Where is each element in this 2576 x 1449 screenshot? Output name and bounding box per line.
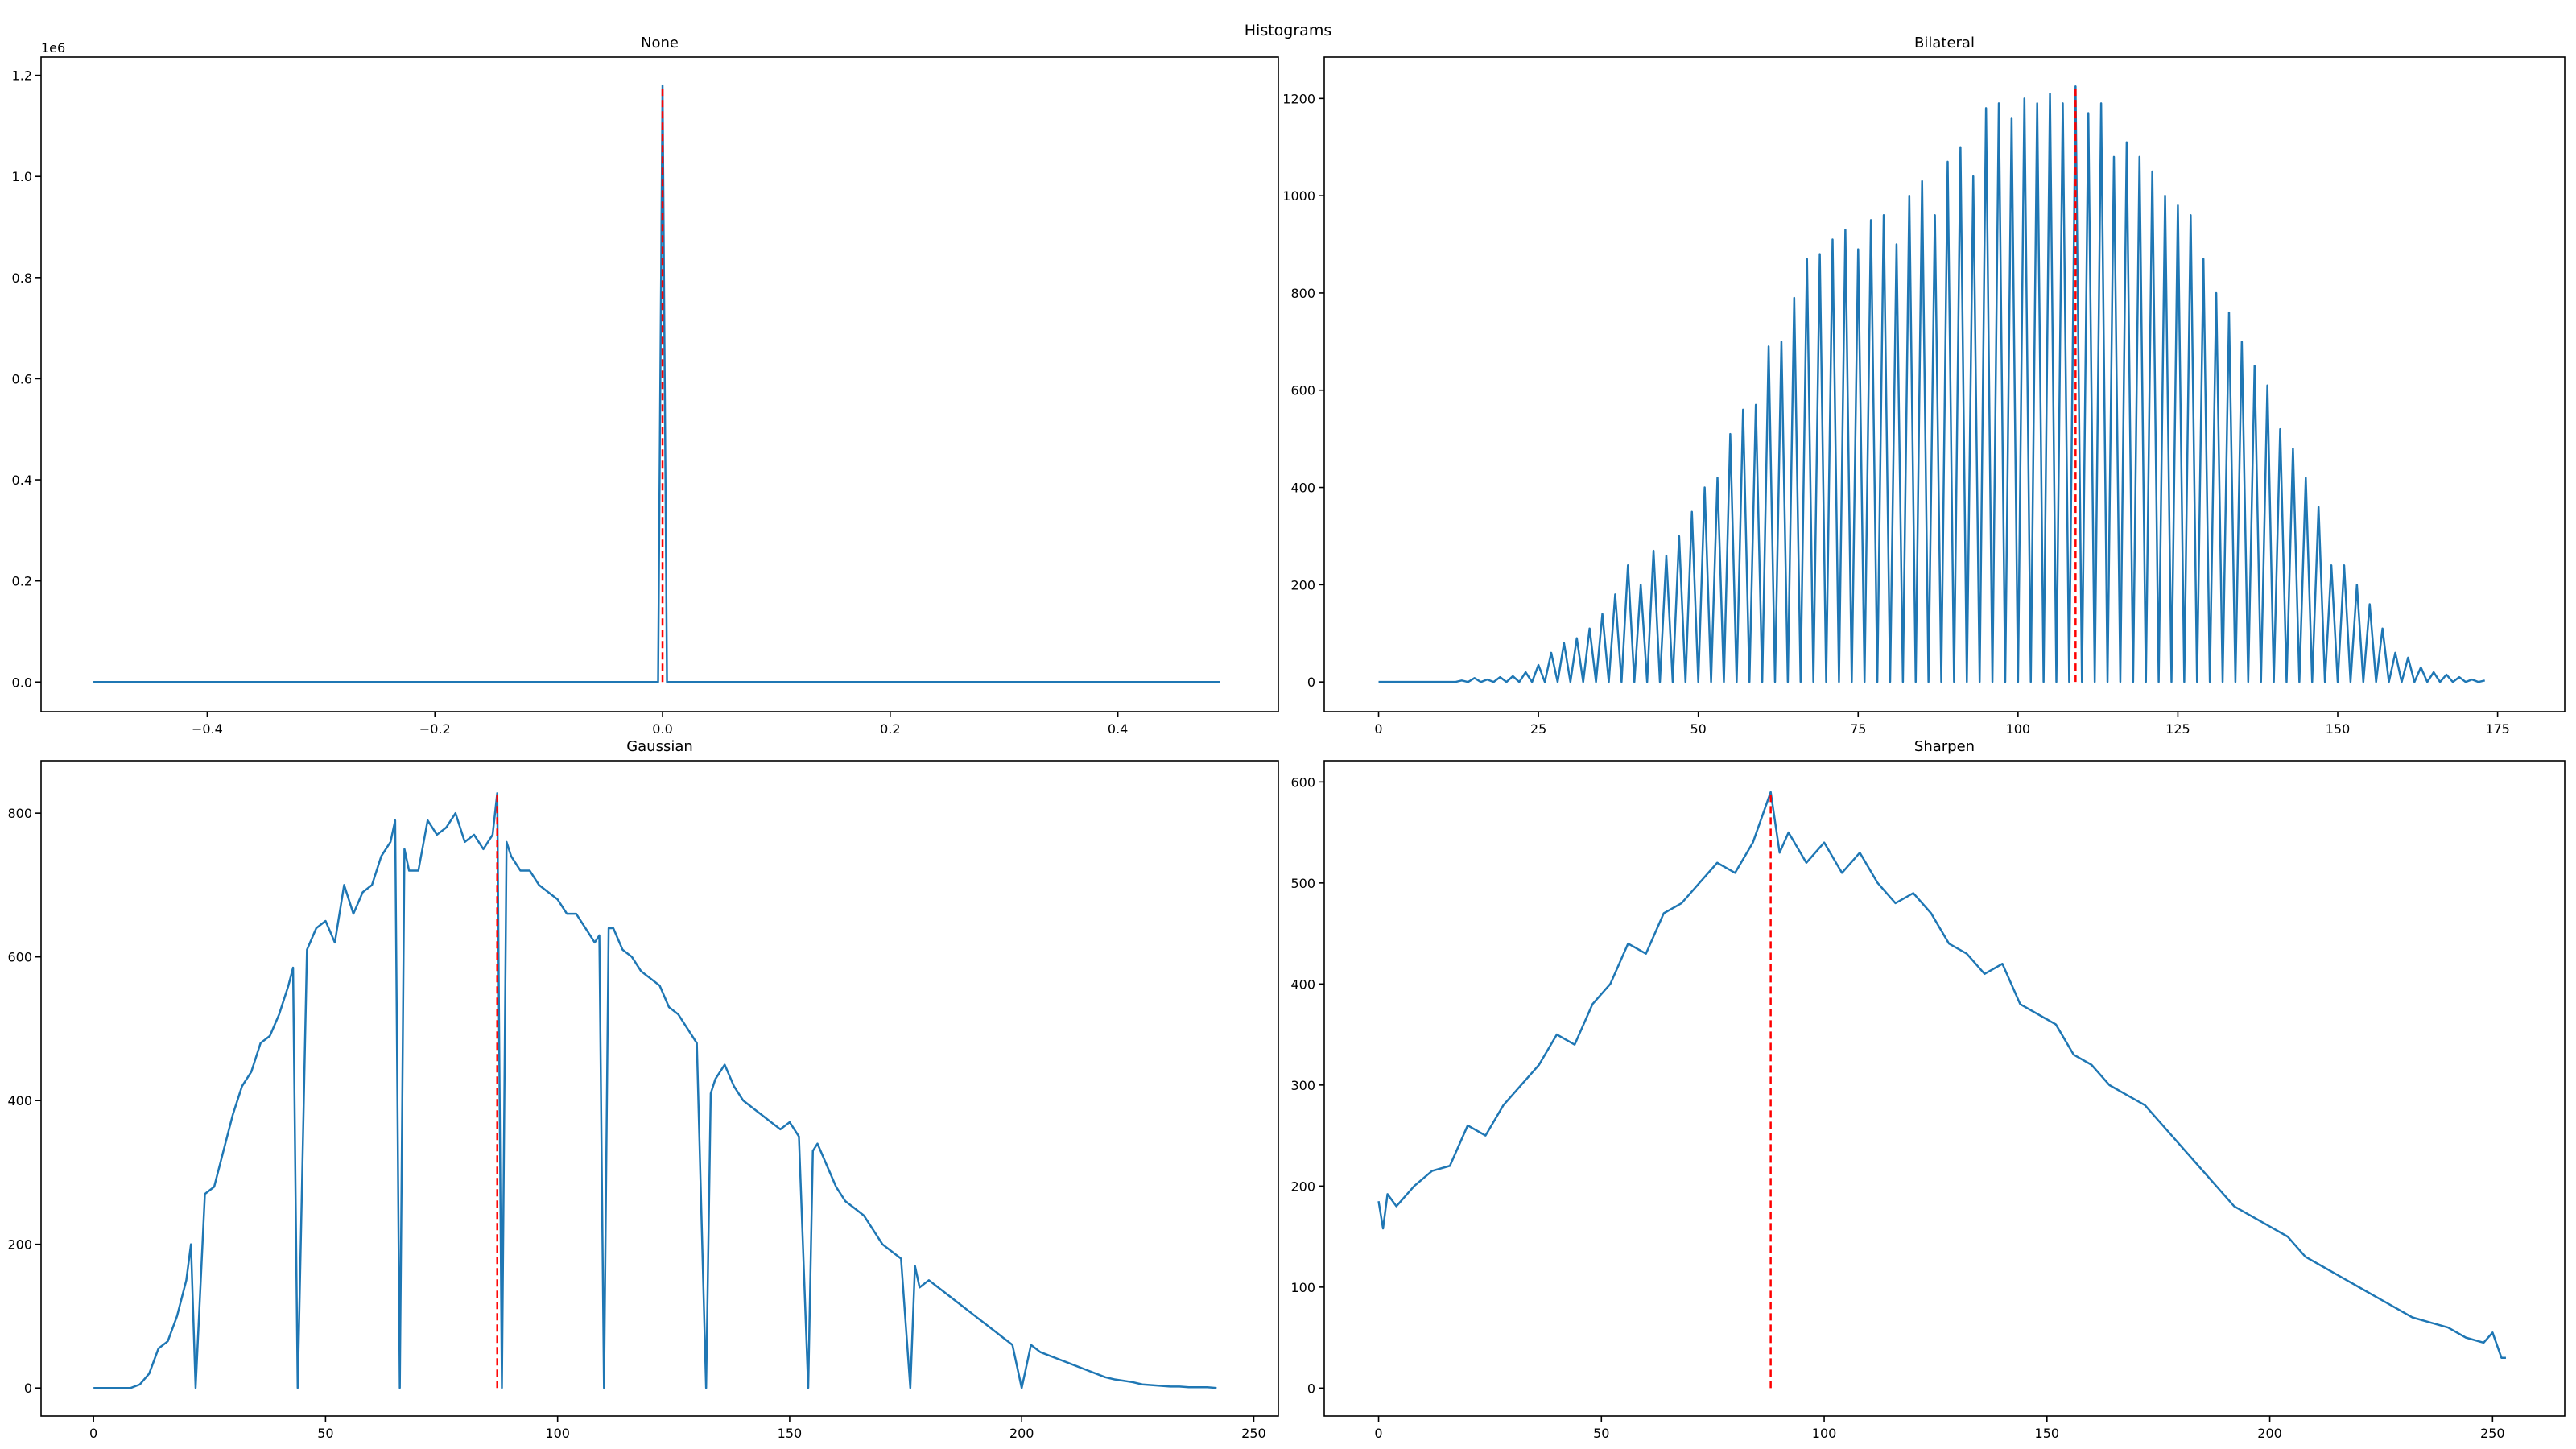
y-tick-label: 200 [1290,577,1315,592]
x-tick-label: 50 [1593,1426,1609,1441]
y-tick-label: 400 [7,1093,32,1108]
x-tick-label: 125 [2165,721,2190,737]
x-tick-label: 150 [2035,1426,2060,1441]
y-offset-text: 1e6 [41,40,65,56]
x-tick-label: 0.4 [1108,721,1128,737]
x-tick-label: 250 [1241,1426,1266,1441]
subplot: Gaussian 0 50 100 150 200 250 0 200 400 600 800 [7,738,1279,1441]
figure-title: Histograms [1245,22,1331,39]
histogram-line [1378,85,2485,683]
y-tick-label: 600 [7,950,32,965]
x-tick-label: 50 [1690,721,1707,737]
y-tick-label: 1200 [1282,91,1315,106]
subplot-title: None [641,35,679,52]
x-tick-label: −0.2 [419,721,451,737]
y-tick-label: 0 [1307,1381,1315,1396]
y-tick-label: 800 [7,806,32,821]
x-tick-label: 0.2 [880,721,900,737]
y-tick-label: 0 [24,1381,32,1396]
x-tick-label: 200 [2257,1426,2282,1441]
x-tick-label: 175 [2485,721,2510,737]
subplot-title: Bilateral [1914,35,1975,52]
y-tick-label: 1.2 [12,68,32,84]
y-tick-label: 800 [1290,286,1315,301]
y-tick-label: 1.0 [12,169,32,184]
axes-frame [1323,56,2566,712]
x-tick-label: 200 [1009,1426,1034,1441]
x-tick-label: 250 [2480,1426,2505,1441]
subplot: Sharpen 0 50 100 150 200 250 0 100 200 300 400 500 60… [1290,738,2566,1441]
y-tick-label: 0.4 [12,473,32,488]
y-tick-label: 0.2 [12,574,32,589]
histogram-line [93,791,1217,1389]
subplot-title: Gaussian [626,738,693,755]
x-tick-label: 100 [1812,1426,1837,1441]
subplot: Bilateral 0 25 50 75 100 125 150 175 0 200 400 600 80… [1282,35,2566,737]
x-tick-label: 0.0 [652,721,672,737]
x-tick-label: 100 [545,1426,570,1441]
plot-area [1377,791,2506,1389]
y-tick-label: 0.0 [12,675,32,690]
y-tick-label: 600 [1290,383,1315,398]
x-tick-label: 100 [2006,721,2031,737]
x-tick-label: 150 [778,1426,803,1441]
y-tick-label: 0.6 [12,371,32,386]
plot-area [93,84,1220,683]
y-tick-label: 100 [1290,1280,1315,1295]
y-tick-label: 200 [7,1237,32,1253]
x-tick-label: 75 [1850,721,1866,737]
plot-area [93,791,1217,1389]
y-tick-label: 0 [1307,675,1315,690]
y-tick-label: 400 [1290,976,1315,992]
y-tick-label: 500 [1290,876,1315,891]
x-tick-label: 50 [317,1426,333,1441]
x-tick-label: 150 [2326,721,2351,737]
subplot: None −0.4 −0.2 0.0 0.2 0.4 0.0 0.2 0.4 0.6 0.8 1.0 1… [12,35,1279,737]
x-tick-label: 0 [89,1426,97,1441]
histogram-line [1377,791,2506,1359]
subplot-title: Sharpen [1914,738,1975,755]
x-tick-label: −0.4 [192,721,223,737]
y-tick-label: 300 [1290,1078,1315,1093]
axes-frame [1323,760,2566,1417]
axes-frame [40,760,1279,1417]
y-tick-label: 0.8 [12,270,32,286]
histogram-line [93,84,1220,683]
axes-frame [40,56,1279,712]
x-tick-label: 0 [1374,721,1382,737]
x-tick-label: 0 [1374,1426,1382,1441]
y-tick-label: 600 [1290,774,1315,790]
x-tick-label: 25 [1530,721,1546,737]
y-tick-label: 1000 [1282,188,1315,204]
y-tick-label: 400 [1290,481,1315,496]
plot-area [1378,85,2485,683]
y-tick-label: 200 [1290,1179,1315,1194]
